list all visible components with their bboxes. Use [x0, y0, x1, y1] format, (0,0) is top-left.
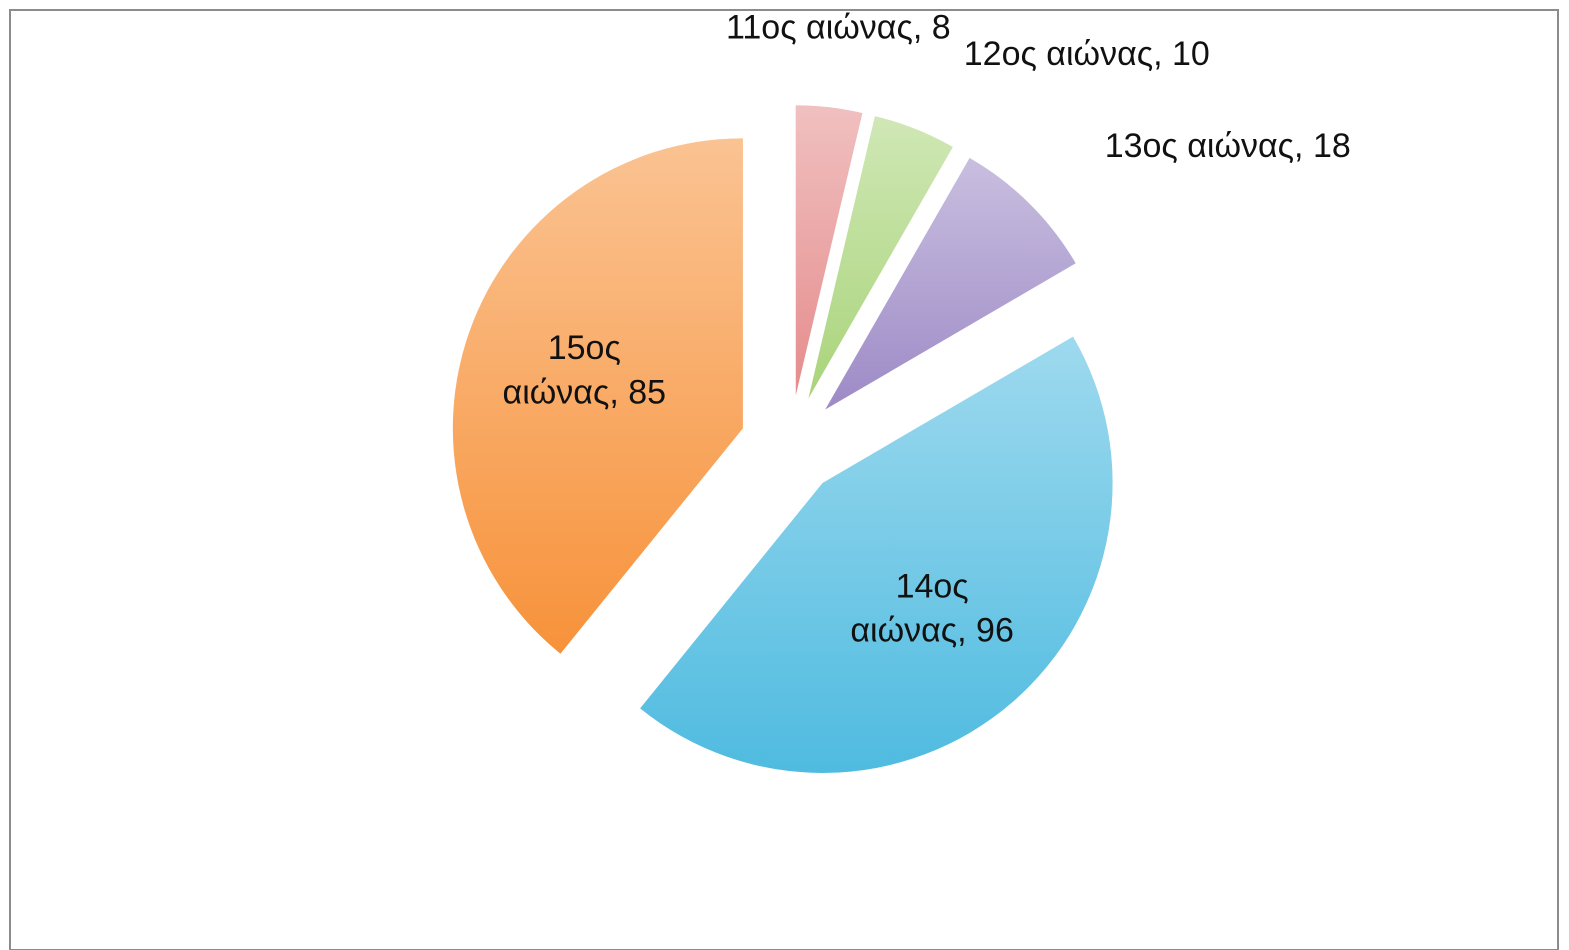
data-label: 12ος αιώνας, 10 — [964, 35, 1210, 73]
data-label: 13ος αιώνας, 18 — [1105, 127, 1351, 165]
label-line: αιώνας, 96 — [850, 612, 1014, 650]
slice-shine — [808, 116, 953, 399]
chart-frame — [9, 9, 1559, 950]
data-label: 15ος αιώνας, 85 — [503, 329, 667, 411]
data-label: 14ος αιώνας, 96 — [850, 567, 1014, 649]
label-line: αιώνας, 85 — [503, 373, 667, 411]
label-line: 15ος — [548, 329, 621, 367]
label-line: 14ος — [896, 567, 969, 605]
data-label: 11ος αιώνας, 8 — [726, 8, 951, 46]
slice-shine — [825, 158, 1076, 410]
slice-shine — [640, 336, 1113, 773]
slice-shine — [795, 105, 863, 396]
slice-shine — [452, 138, 743, 654]
